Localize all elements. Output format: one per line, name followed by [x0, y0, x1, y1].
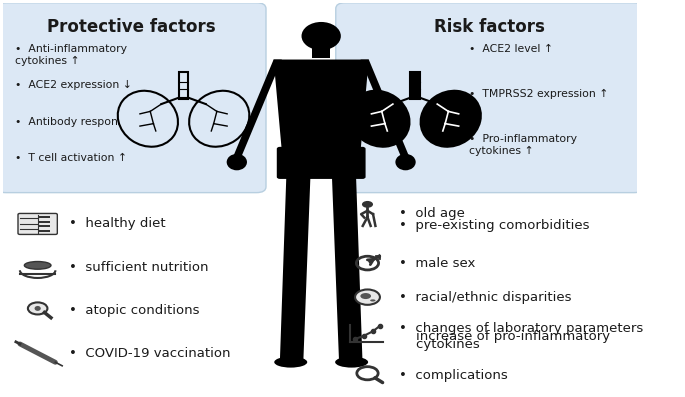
- Text: •  T cell activation ↑: • T cell activation ↑: [16, 153, 127, 163]
- Text: •  old age: • old age: [399, 207, 465, 220]
- Text: •  changes of laboratory parameters: • changes of laboratory parameters: [399, 322, 643, 335]
- Bar: [179, 72, 188, 99]
- Text: increase of pro-inflammatory: increase of pro-inflammatory: [399, 330, 610, 343]
- Text: •  COVID-19 vaccination: • COVID-19 vaccination: [69, 347, 231, 360]
- Ellipse shape: [118, 91, 178, 147]
- Circle shape: [355, 289, 380, 305]
- Text: •  complications: • complications: [399, 369, 508, 382]
- Ellipse shape: [189, 91, 249, 147]
- FancyBboxPatch shape: [336, 3, 643, 193]
- Text: •  healthy diet: • healthy diet: [69, 218, 166, 230]
- Bar: [40, 221, 50, 223]
- Text: •  TMPRSS2 expression ↑: • TMPRSS2 expression ↑: [469, 89, 609, 99]
- Ellipse shape: [274, 357, 308, 368]
- Polygon shape: [332, 177, 362, 359]
- Bar: [40, 225, 50, 227]
- Text: •  Pro-inflammatory
cytokines ↑: • Pro-inflammatory cytokines ↑: [469, 134, 577, 156]
- Text: Protective factors: Protective factors: [47, 18, 216, 37]
- Polygon shape: [234, 60, 282, 156]
- Ellipse shape: [349, 91, 410, 147]
- Ellipse shape: [421, 91, 481, 147]
- Text: •  Anti-inflammatory
cytokines ↑: • Anti-inflammatory cytokines ↑: [16, 44, 127, 66]
- Text: Risk factors: Risk factors: [434, 18, 545, 37]
- Bar: [40, 229, 50, 231]
- FancyBboxPatch shape: [0, 3, 266, 193]
- Circle shape: [362, 201, 373, 208]
- Polygon shape: [273, 60, 369, 152]
- Bar: [410, 72, 420, 99]
- Polygon shape: [360, 60, 409, 156]
- Ellipse shape: [360, 293, 371, 299]
- Ellipse shape: [370, 299, 375, 302]
- Ellipse shape: [227, 154, 247, 170]
- FancyBboxPatch shape: [277, 147, 366, 179]
- Polygon shape: [280, 177, 310, 359]
- FancyBboxPatch shape: [18, 214, 58, 235]
- Text: •  ACE2 expression ↓: • ACE2 expression ↓: [16, 80, 132, 90]
- Text: •  male sex: • male sex: [399, 256, 475, 270]
- Text: •  sufficient nutrition: • sufficient nutrition: [69, 260, 209, 274]
- Circle shape: [28, 303, 47, 314]
- Bar: [312, 46, 330, 58]
- Ellipse shape: [301, 22, 341, 50]
- Text: •  pre-existing comorbidities: • pre-existing comorbidities: [399, 219, 590, 231]
- Text: cytokines: cytokines: [399, 337, 480, 351]
- Ellipse shape: [34, 306, 41, 311]
- Text: •  Antibody response ↑: • Antibody response ↑: [16, 117, 143, 127]
- Ellipse shape: [395, 154, 416, 170]
- Ellipse shape: [335, 357, 368, 368]
- Ellipse shape: [25, 262, 51, 269]
- Text: •  racial/ethnic disparities: • racial/ethnic disparities: [399, 291, 572, 304]
- Text: •  ACE2 level ↑: • ACE2 level ↑: [469, 44, 553, 54]
- Bar: [40, 216, 50, 218]
- Text: •  atopic conditions: • atopic conditions: [69, 304, 200, 316]
